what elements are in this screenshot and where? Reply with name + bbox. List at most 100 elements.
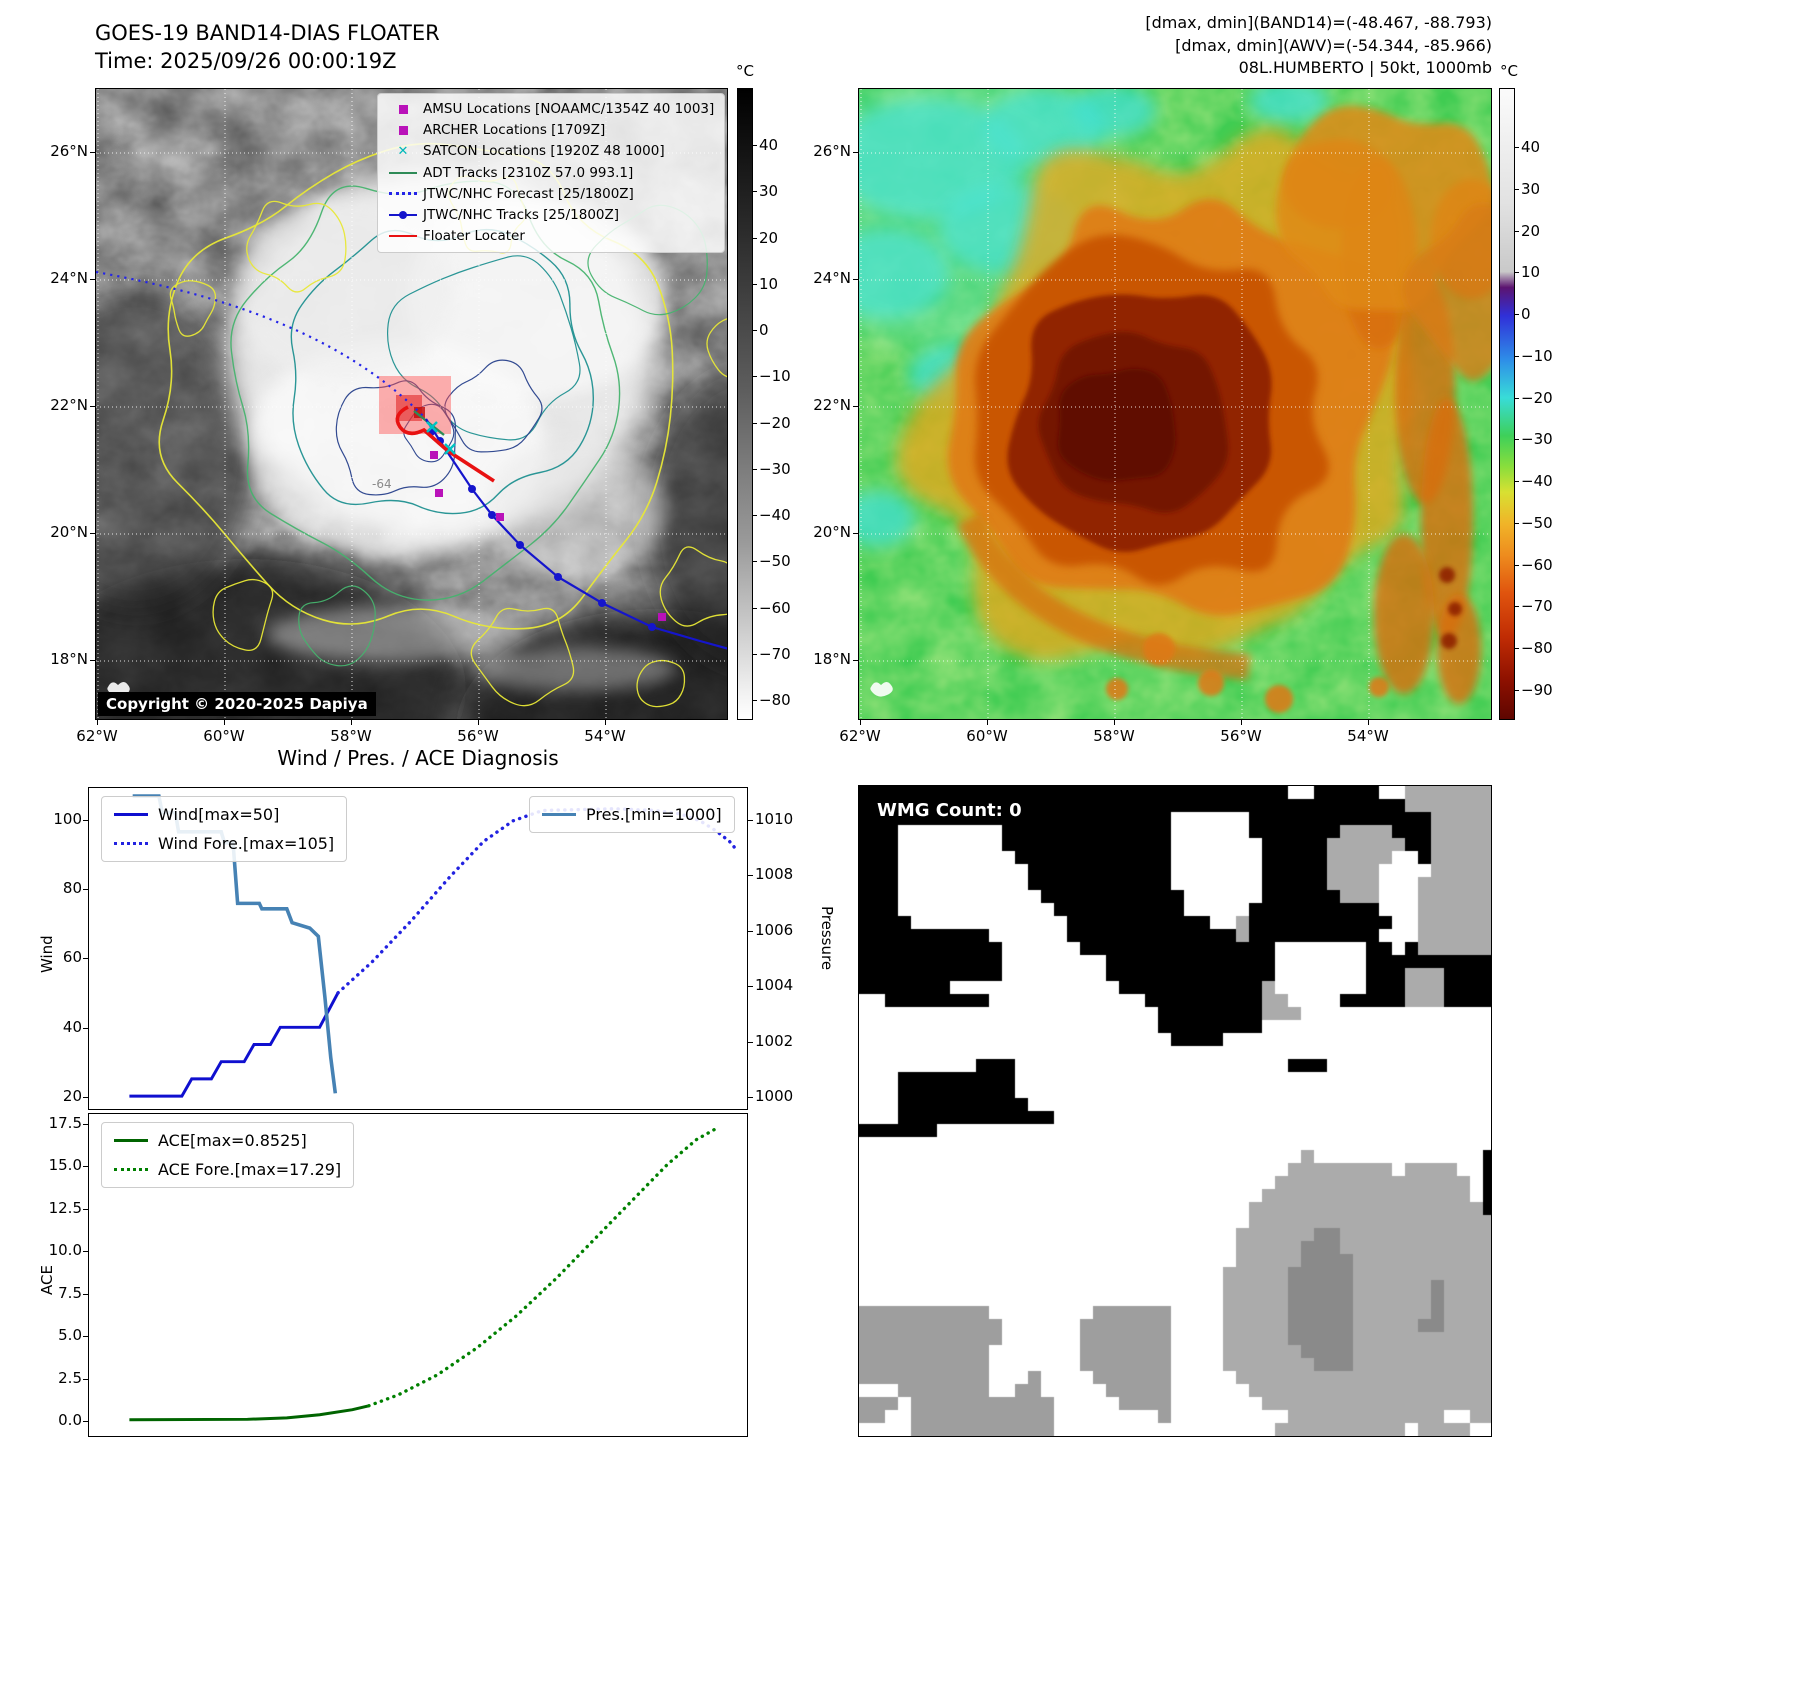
tr-colorbar-tick-label: −20 (1521, 388, 1553, 407)
tick-mark (83, 1097, 88, 1098)
wmg-pixel-image (859, 786, 1491, 1436)
tr-y-tick-label: 24°N (813, 269, 851, 287)
wind-tick-label: 20 (62, 1087, 82, 1105)
legend-item: ADT Tracks [2310Z 57.0 993.1] (387, 164, 715, 182)
tick-mark (753, 237, 757, 239)
tick-mark (753, 468, 757, 470)
tl-y-tick-label: 18°N (50, 650, 88, 668)
wmg-map: WMG Count: 0 (858, 785, 1492, 1437)
dotted-line-icon (114, 842, 148, 845)
tl-y-tick-label: 22°N (50, 396, 88, 414)
legend-item: ✕ SATCON Locations [1920Z 48 1000] (387, 142, 715, 160)
tr-y-tick-label: 20°N (813, 523, 851, 541)
legend-label: ARCHER Locations [1709Z] (423, 122, 606, 139)
tick-mark (1515, 272, 1519, 274)
legend-label: ACE[max=0.8525] (158, 1131, 307, 1150)
grayscale-colorbar (737, 88, 753, 720)
tick-mark (1515, 397, 1519, 399)
storm-info-block: [dmax, dmin](BAND14)=(-48.467, -88.793) … (1052, 12, 1492, 80)
square-marker-icon (387, 125, 419, 135)
tl-y-tick-label: 26°N (50, 142, 88, 160)
tick-mark (748, 820, 753, 821)
tick-mark (90, 533, 95, 534)
tick-mark (853, 533, 858, 534)
tl-colorbar-tick-label: −20 (759, 413, 791, 432)
tick-mark (83, 1294, 88, 1295)
legend-label: ACE Fore.[max=17.29] (158, 1160, 342, 1179)
dmax-awv-line: [dmax, dmin](AWV)=(-54.344, -85.966) (1175, 35, 1492, 55)
pressure-tick-label: 1008 (755, 865, 794, 883)
ace-tick-label: 7.5 (58, 1284, 82, 1302)
color-colorbar (1499, 88, 1515, 720)
track-point-marker (648, 623, 656, 631)
tick-mark (753, 561, 757, 563)
tl-colorbar-tick-label: 20 (759, 228, 779, 247)
tick-mark (90, 279, 95, 280)
solid-line-icon (542, 813, 576, 816)
legend-item: Floater Locater (387, 227, 715, 245)
track-point-marker (598, 599, 606, 607)
pressure-tick-label: 1006 (755, 921, 794, 939)
watermark-icon (870, 682, 893, 697)
tl-colorbar-tick-label: −30 (759, 459, 791, 478)
jtwc-forecast-line (96, 270, 427, 420)
tick-mark (753, 191, 757, 193)
ace-tick-label: 15.0 (48, 1156, 82, 1174)
tick-mark (753, 330, 757, 331)
track-point-marker (554, 573, 562, 581)
tick-mark (478, 720, 479, 725)
tl-colorbar-tick-label: −50 (759, 552, 791, 571)
tick-mark (853, 152, 858, 153)
legend-label: Pres.[min=1000] (586, 805, 722, 824)
tick-mark (1114, 720, 1115, 725)
line-marker-icon (387, 235, 419, 238)
tick-mark (748, 931, 753, 932)
square-marker-icon (387, 104, 419, 114)
series-wind-fore-max-105- (336, 807, 740, 995)
tr-x-tick-label: 56°W (1220, 727, 1262, 745)
track-point-marker (516, 541, 524, 549)
tick-mark (90, 406, 95, 407)
amsu-marker (435, 489, 443, 497)
tick-mark (748, 1042, 753, 1043)
tick-mark (987, 720, 988, 725)
tick-mark (1515, 648, 1519, 650)
legend-label: JTWC/NHC Tracks [25/1800Z] (423, 207, 620, 224)
awv-color-map (858, 88, 1492, 720)
ace-tick-label: 5.0 (58, 1326, 82, 1344)
tick-mark (1515, 439, 1519, 441)
floater-locater-line (395, 405, 495, 483)
tracks-layer (96, 270, 727, 650)
tl-colorbar-tick-label: 40 (759, 136, 779, 154)
tr-y-tick-label: 18°N (813, 650, 851, 668)
pressure-tick-label: 1000 (755, 1087, 794, 1105)
satcon-marker (444, 443, 456, 455)
tick-mark (853, 406, 858, 407)
tick-mark (753, 515, 757, 516)
ace-legend: ACE[max=0.8525] ACE Fore.[max=17.29] (101, 1122, 355, 1188)
tick-mark (1515, 481, 1519, 483)
tr-colorbar-tick-label: −40 (1521, 472, 1553, 491)
wind-legend: Wind[max=50] Wind Fore.[max=105] (101, 796, 348, 862)
storm-id-line: 08L.HUMBERTO | 50kt, 1000mb (1238, 58, 1492, 78)
dotted-line-icon (114, 1168, 148, 1171)
tr-colorbar-tick-label: 40 (1521, 138, 1541, 156)
wind-tick-label: 80 (62, 879, 82, 897)
legend-item: JTWC/NHC Forecast [25/1800Z] (387, 185, 715, 203)
legend-label: AMSU Locations [NOAAMC/1354Z 40 1003] (423, 101, 715, 117)
tl-x-tick-label: 62°W (76, 727, 118, 745)
tr-x-tick-label: 62°W (839, 727, 881, 745)
tick-mark (1515, 355, 1519, 357)
tick-mark (1515, 314, 1519, 316)
contour-value-label: -64 (372, 477, 392, 491)
tl-colorbar-tick-label: −80 (759, 691, 791, 709)
tr-colorbar-tick-label: −30 (1521, 430, 1553, 449)
tr-y-tick-label: 22°N (813, 396, 851, 414)
tr-colorbar-tick-label: 20 (1521, 221, 1541, 240)
tl-colorbar-tick-label: −10 (759, 367, 791, 386)
tick-mark (83, 889, 88, 890)
amsu-marker (430, 451, 438, 459)
tick-mark (83, 1209, 88, 1210)
tr-colorbar-tick-label: 30 (1521, 179, 1541, 198)
tr-colorbar-tick-label: −70 (1521, 597, 1553, 616)
